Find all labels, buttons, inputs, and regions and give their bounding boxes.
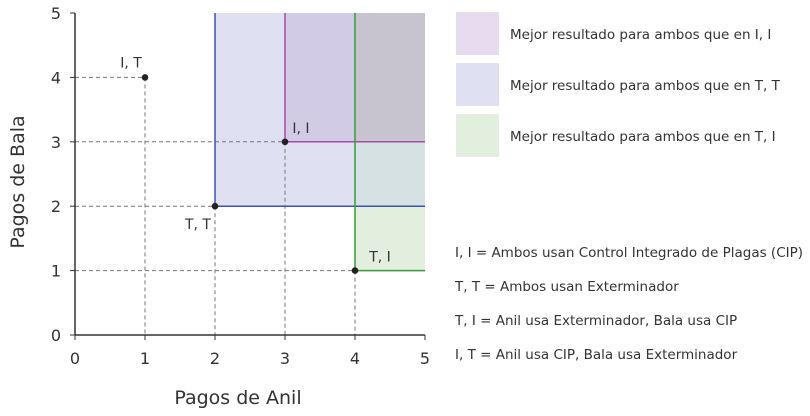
point-label-4: T, I	[368, 250, 391, 266]
definition-4: I, T = Anil usa CIP, Bala usa Exterminad…	[455, 347, 738, 363]
legend-label-1: Mejor resultado para ambos que en I, I	[510, 27, 771, 43]
definition-2: T, T = Ambos usan Exterminador	[454, 279, 679, 295]
x-tick-label-4: 4	[350, 349, 360, 368]
point-label-2: T, T	[184, 217, 211, 233]
point-1	[141, 74, 149, 81]
overlap-ti-tt	[355, 141, 425, 207]
y-tick-label-4: 4	[51, 68, 61, 87]
region-boundaries-layer	[214, 13, 425, 272]
y-tick-label-5: 5	[51, 4, 61, 23]
tick-labels: 0 1 2 3 4 5 0 1 2 3 4 5	[51, 4, 430, 368]
y-tick-label-2: 2	[51, 197, 61, 216]
point-2	[211, 202, 219, 210]
x-tick-label-0: 0	[70, 349, 80, 368]
definition-3: T, I = Anil usa Exterminador, Bala usa C…	[454, 313, 737, 329]
overlap-all	[355, 13, 425, 142]
x-tick-label-5: 5	[420, 349, 430, 368]
y-tick-label-0: 0	[51, 326, 61, 345]
y-tick-label-1: 1	[51, 262, 61, 281]
y-tick-label-3: 3	[51, 133, 61, 152]
point-label-1: I, T	[120, 55, 142, 71]
regions-layer	[215, 13, 425, 271]
legend-label-2: Mejor resultado para ambos que en T, T	[510, 78, 781, 94]
point-label-3: I, I	[292, 121, 309, 137]
legend-swatch-1	[456, 12, 499, 55]
overlap-ii-tt	[285, 13, 355, 142]
x-tick-label-1: 1	[140, 349, 150, 368]
legend-label-3: Mejor resultado para ambos que en T, I	[510, 129, 776, 145]
definition-1: I, I = Ambos usan Control Integrado de P…	[455, 245, 803, 261]
legend: Mejor resultado para ambos que en I, I Me…	[456, 12, 781, 157]
point-4	[351, 267, 359, 274]
legend-swatch-2	[456, 63, 499, 106]
x-tick-label-3: 3	[280, 349, 290, 368]
legend-swatch-3	[456, 114, 499, 157]
point-3	[281, 138, 289, 146]
x-tick-label-2: 2	[210, 349, 220, 368]
y-axis-title: Pagos de Bala	[7, 115, 29, 248]
x-axis-title: Pagos de Anil	[174, 387, 301, 409]
points-layer: I, T T, T I, I T, I	[120, 55, 391, 274]
guide-lines-layer	[75, 76, 356, 335]
axes	[74, 13, 425, 336]
definitions-list: I, I = Ambos usan Control Integrado de P…	[454, 245, 803, 363]
